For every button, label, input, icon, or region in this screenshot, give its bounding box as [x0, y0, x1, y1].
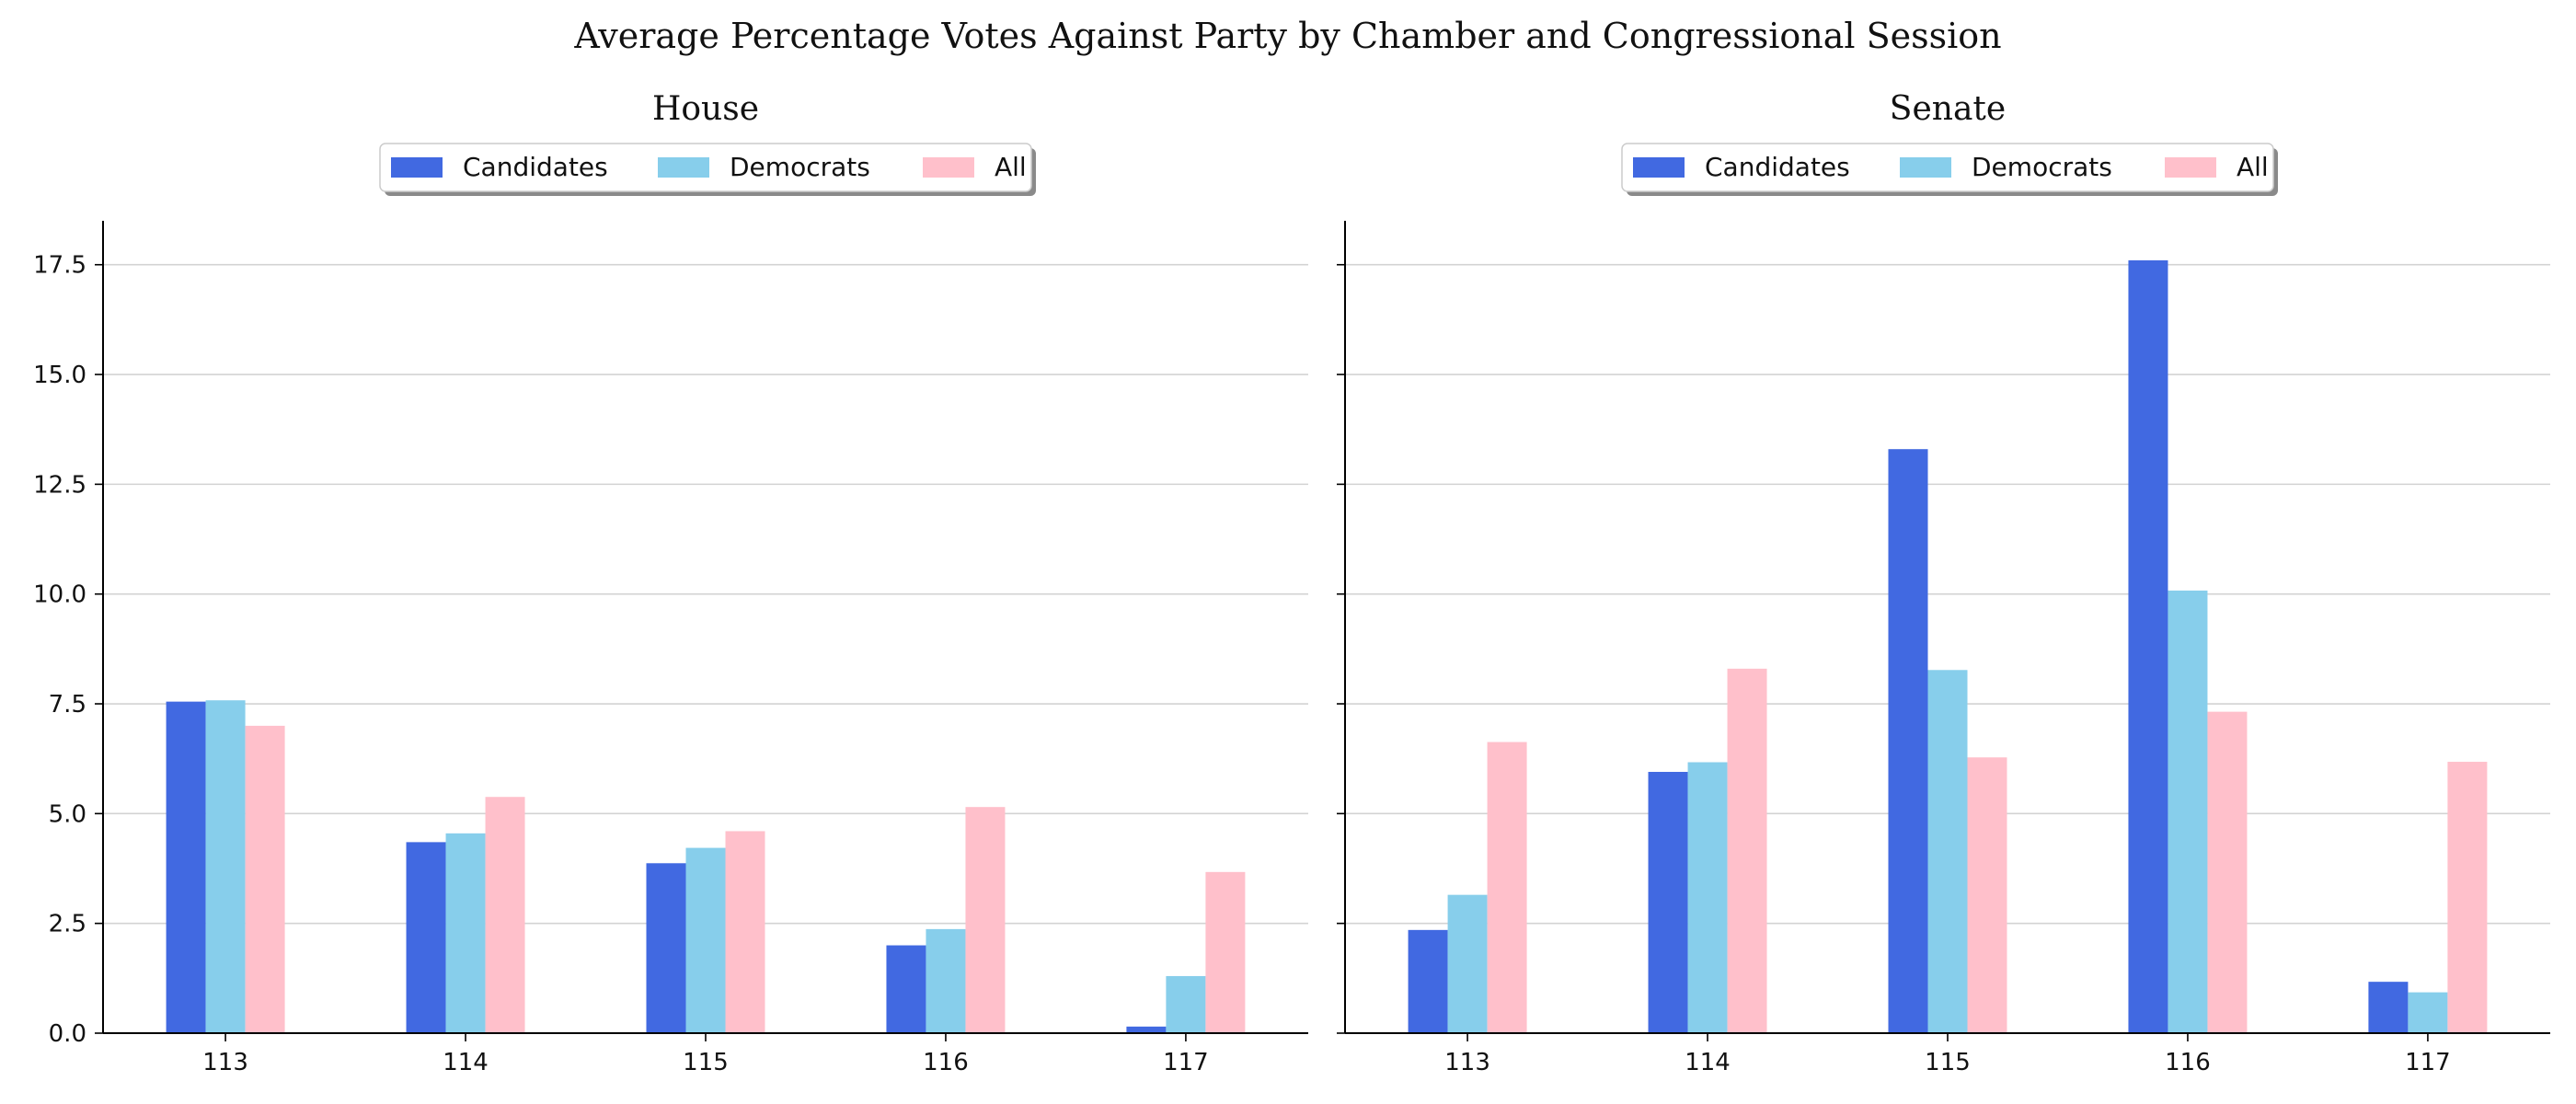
y-tick-label: 12.5 — [33, 471, 86, 499]
house-panel: House 0.0 2.5 5.0 7.5 10.0 12.5 15.0 17.5 113 114 1… — [33, 90, 1308, 1076]
bar-all-115 — [725, 831, 765, 1033]
legend: Candidates Democrats All — [1621, 143, 2278, 196]
x-tick-label: 113 — [202, 1049, 248, 1076]
bar-democrats-114 — [1687, 762, 1728, 1033]
bar-democrats-117 — [2408, 992, 2448, 1033]
legend-label-all: All — [2237, 152, 2269, 182]
bar-all-115 — [1967, 757, 2007, 1033]
y-tick-label: 10.0 — [33, 581, 86, 609]
legend-label-candidates: Candidates — [1705, 152, 1850, 182]
bar-candidates-116 — [886, 945, 926, 1033]
x-tick-label: 115 — [1925, 1049, 1971, 1076]
y-tick-label: 17.5 — [33, 252, 86, 280]
panel-title: House — [652, 90, 759, 128]
x-tick-label: 113 — [1444, 1049, 1490, 1076]
bar-all-117 — [2447, 762, 2488, 1033]
legend-label-candidates: Candidates — [463, 152, 608, 182]
x-tick-label: 116 — [2165, 1049, 2211, 1076]
legend-label-all: All — [995, 152, 1027, 182]
legend-swatch-all — [923, 157, 974, 178]
bar-all-116 — [965, 807, 1006, 1033]
bar-candidates-116 — [2128, 259, 2168, 1033]
bar-candidates-117 — [2368, 982, 2409, 1033]
figure-title: Average Percentage Votes Against Party b… — [573, 16, 2001, 56]
bar-candidates-113 — [166, 701, 206, 1033]
bar-democrats-114 — [445, 833, 486, 1033]
bar-democrats-116 — [926, 928, 966, 1033]
bar-democrats-116 — [2168, 590, 2208, 1033]
bar-all-114 — [485, 797, 525, 1033]
legend-swatch-candidates — [391, 157, 443, 178]
bar-all-117 — [1205, 871, 1246, 1033]
bar-democrats-115 — [685, 847, 726, 1033]
legend-label-democrats: Democrats — [1972, 152, 2112, 182]
bar-candidates-113 — [1408, 929, 1448, 1033]
bar-candidates-114 — [406, 842, 446, 1033]
legend: Candidates Democrats All — [379, 143, 1036, 196]
x-tick-label: 114 — [443, 1049, 489, 1076]
bar-all-114 — [1727, 668, 1767, 1033]
y-tick-label: 15.0 — [33, 362, 86, 389]
bar-all-113 — [245, 725, 285, 1033]
legend-swatch-candidates — [1633, 157, 1685, 178]
y-tick-label: 0.0 — [49, 1020, 86, 1048]
legend-swatch-democrats — [658, 157, 709, 178]
x-tick-label: 117 — [2405, 1049, 2451, 1076]
bar-democrats-117 — [1166, 975, 1206, 1033]
legend-swatch-democrats — [1900, 157, 1951, 178]
bar-all-116 — [2207, 711, 2248, 1033]
bar-candidates-114 — [1648, 772, 1688, 1033]
bar-candidates-115 — [1888, 449, 1928, 1033]
legend-swatch-all — [2165, 157, 2216, 178]
panel-title: Senate — [1890, 90, 2006, 128]
x-tick-label: 117 — [1163, 1049, 1209, 1076]
x-tick-label: 115 — [683, 1049, 729, 1076]
bar-all-113 — [1487, 742, 1527, 1033]
y-tick-label: 2.5 — [49, 911, 86, 938]
x-tick-label: 116 — [923, 1049, 969, 1076]
senate-panel: Senate 113 114 115 116 117 Candidates Democrats… — [1337, 90, 2550, 1076]
x-tick-label: 114 — [1685, 1049, 1731, 1076]
y-tick-label: 5.0 — [49, 800, 86, 828]
bar-candidates-115 — [646, 863, 686, 1033]
y-tick-label: 7.5 — [49, 691, 86, 719]
legend-label-democrats: Democrats — [730, 152, 870, 182]
bar-democrats-113 — [205, 700, 246, 1033]
bar-democrats-113 — [1447, 894, 1488, 1033]
bar-candidates-117 — [1126, 1026, 1167, 1033]
bar-democrats-115 — [1927, 670, 1968, 1033]
